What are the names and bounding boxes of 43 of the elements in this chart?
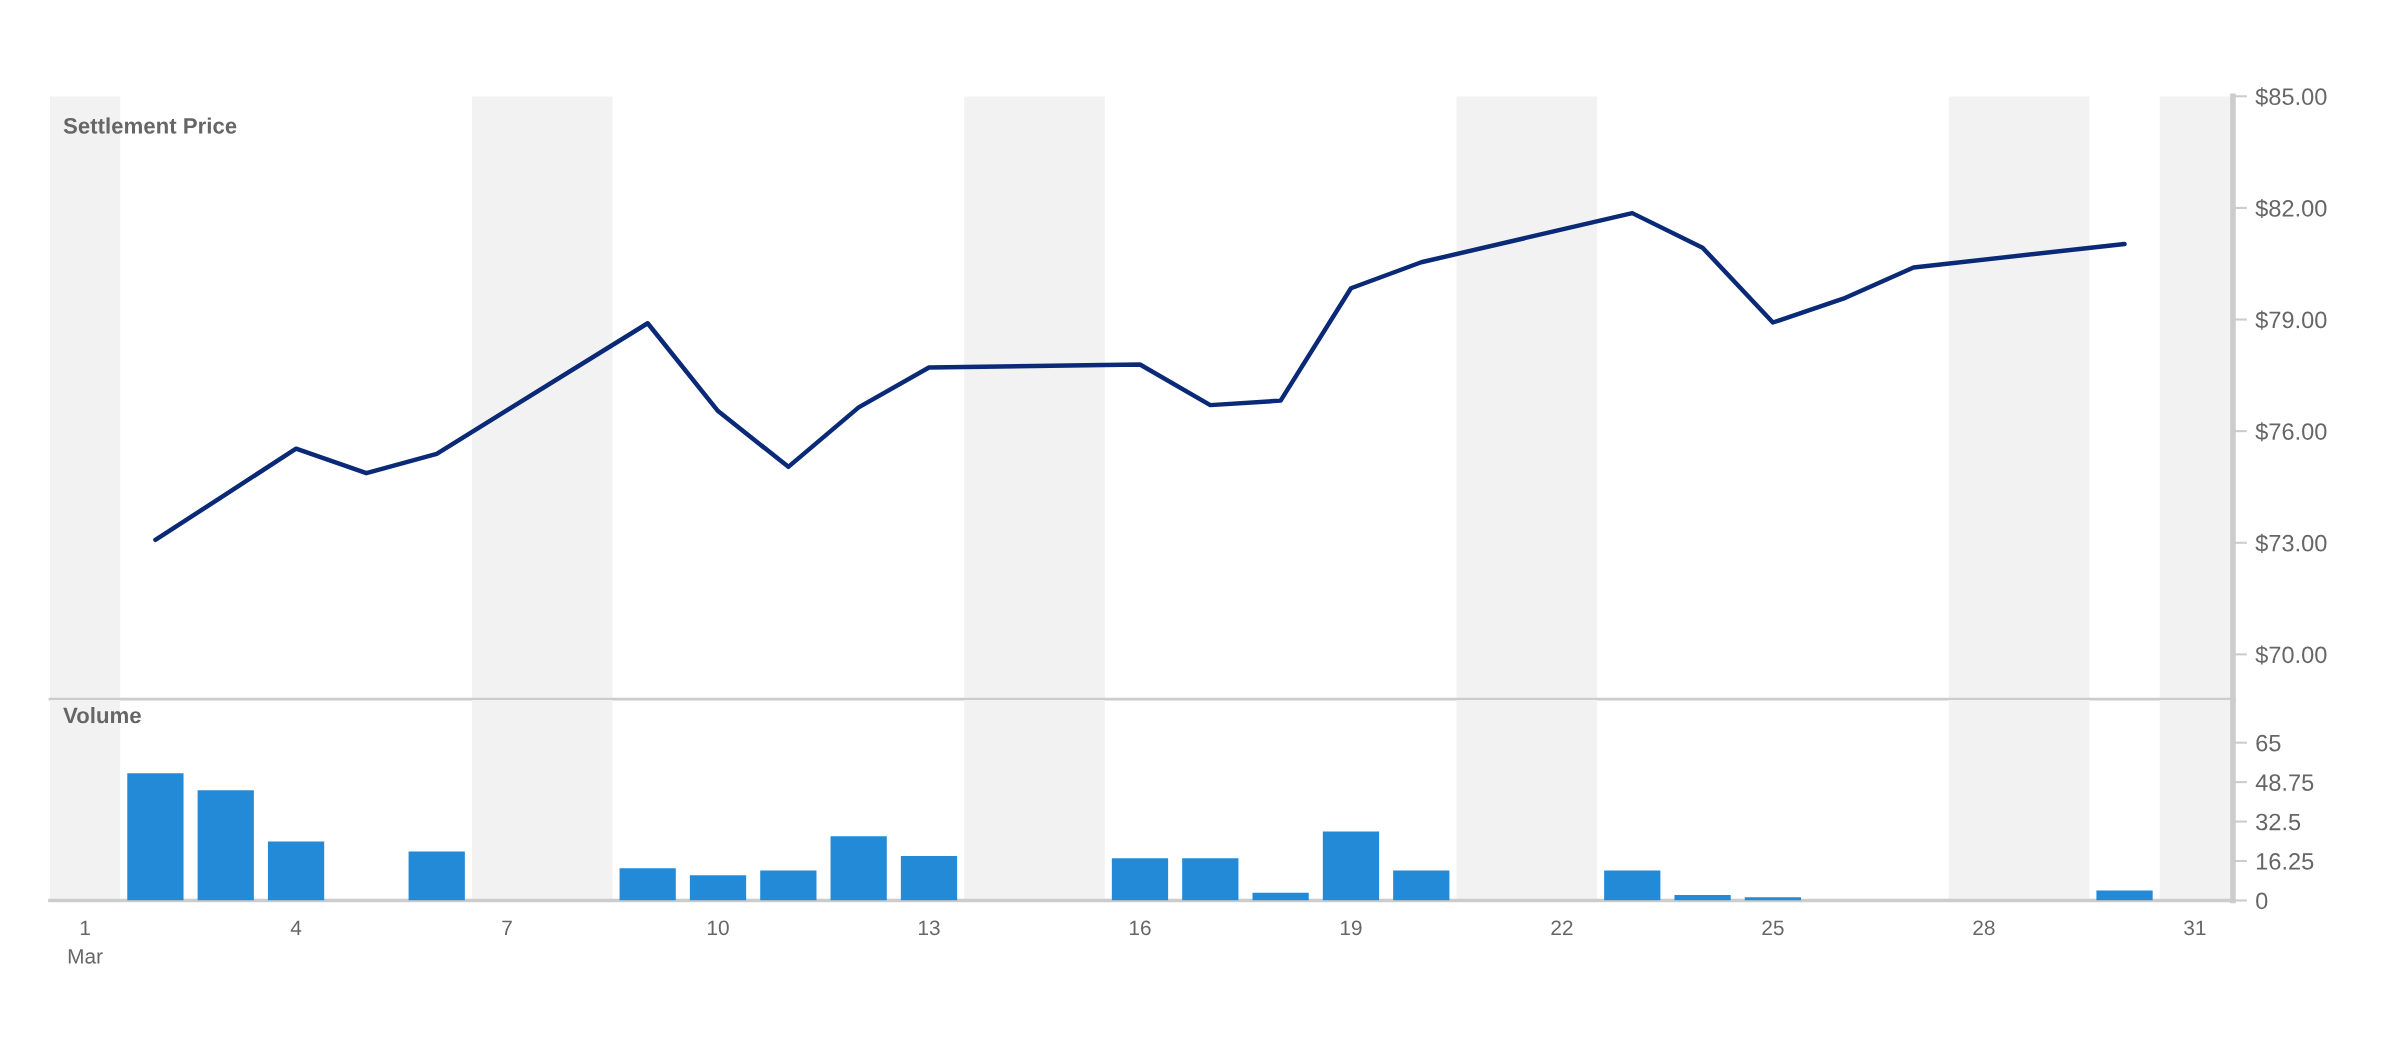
x-tick-label: 7: [502, 920, 512, 936]
x-tick-label: 31: [2184, 920, 2206, 936]
chart-title: Volume: [63, 706, 141, 724]
bar: [760, 870, 817, 901]
y-tick-label: 16.25: [2256, 853, 2314, 870]
x-tick-label: 10: [708, 920, 729, 936]
bar: [1674, 895, 1731, 901]
y-tick-label: 0: [2256, 892, 2268, 910]
bar: [1322, 831, 1380, 901]
y-tick-label: $82.00: [2255, 198, 2327, 219]
bar: [1744, 897, 1802, 901]
bar: [1111, 858, 1169, 901]
y-tick-label: $85.00: [2255, 87, 2327, 107]
x-tick-label: 4: [290, 920, 302, 936]
bar: [900, 856, 958, 901]
y-tick-label: $79.00: [2255, 310, 2327, 330]
bar: [127, 773, 184, 901]
bar: [1604, 870, 1661, 901]
line-series: [153, 210, 2127, 543]
bar: [2096, 890, 2153, 901]
bar: [689, 875, 747, 901]
bar: [1252, 892, 1309, 901]
y-tick-label: $70.00: [2255, 645, 2327, 665]
text: Settlement Price: [63, 117, 237, 134]
y-tick-label: 65: [2256, 734, 2281, 752]
x-tick-label: 28: [1973, 920, 1995, 936]
x-tick-label: 22: [1551, 920, 1573, 936]
x-tick-label: 1 Mar: [68, 920, 103, 964]
bar: [408, 851, 465, 901]
x-tick-label: 19: [1340, 920, 1362, 936]
bar: [267, 841, 325, 901]
x-tick-label: 13: [919, 920, 940, 936]
x-tick-label: 25: [1762, 920, 1784, 936]
x-tick-label: 16: [1129, 920, 1151, 936]
y-tick-label: $73.00: [2255, 533, 2327, 553]
y-tick-label: 32.5: [2256, 813, 2301, 831]
bar: [830, 836, 887, 901]
y-tick-label: 48.75: [2255, 774, 2314, 791]
bar: [197, 790, 254, 901]
bar: [1393, 870, 1450, 901]
bar: [1182, 858, 1239, 901]
y-tick-label: $76.00: [2255, 422, 2327, 442]
bar: [619, 868, 676, 901]
